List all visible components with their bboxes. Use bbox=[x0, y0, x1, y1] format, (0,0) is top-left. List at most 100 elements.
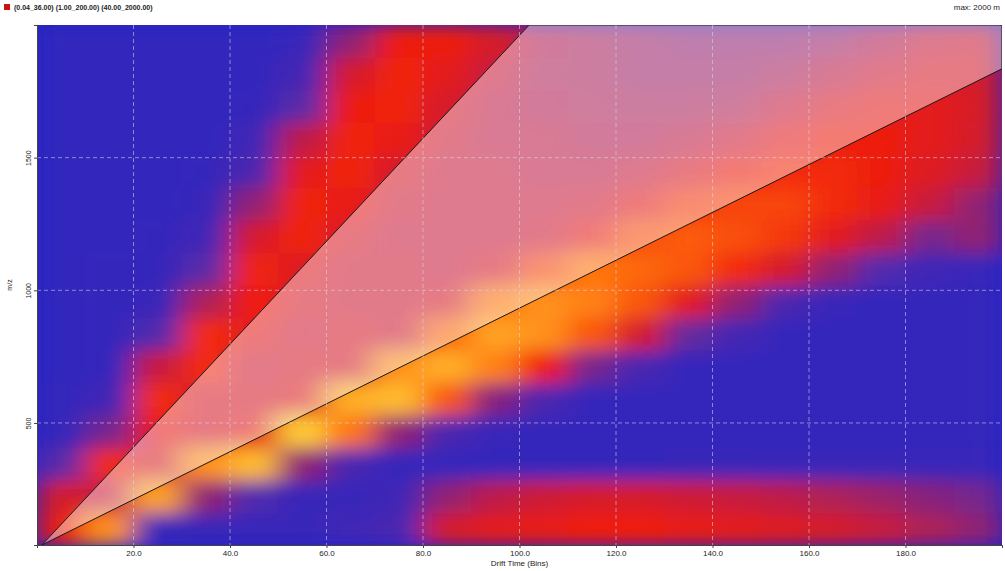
heatmap-cell bbox=[568, 448, 617, 481]
heatmap-cell bbox=[954, 480, 1002, 513]
heatmap-cell bbox=[857, 188, 906, 221]
heatmap-cell bbox=[809, 188, 858, 221]
heatmap-cell bbox=[423, 513, 472, 546]
grid-line-x bbox=[712, 25, 713, 545]
heatmap-cell bbox=[471, 513, 520, 546]
heatmap-cell bbox=[182, 123, 231, 156]
heatmap-cell bbox=[278, 123, 327, 156]
grid-line-x bbox=[905, 25, 906, 545]
grid-line-x bbox=[326, 25, 327, 545]
heatmap-cell bbox=[664, 318, 713, 351]
heatmap-cell bbox=[664, 415, 713, 448]
x-tick-label: 180.0 bbox=[896, 549, 917, 558]
x-tick-label: 60.0 bbox=[319, 549, 335, 558]
heatmap-cell bbox=[85, 350, 134, 383]
heatmap-cell bbox=[278, 90, 327, 123]
y-axis: 50010001500 bbox=[25, 26, 38, 546]
heatmap-cell bbox=[906, 415, 955, 448]
x-tick-mark bbox=[230, 545, 231, 548]
plot-background bbox=[37, 25, 1002, 545]
grid-line-y bbox=[37, 157, 1002, 158]
heatmap-cell bbox=[809, 448, 858, 481]
x-tick: 180.0 bbox=[896, 545, 917, 558]
heatmap-cell bbox=[954, 448, 1002, 481]
heatmap-cell bbox=[761, 383, 810, 416]
heatmap-cell bbox=[134, 58, 183, 91]
heatmap-cell bbox=[182, 25, 231, 58]
heatmap-cell bbox=[85, 383, 134, 416]
heatmap-cell bbox=[906, 350, 955, 383]
grid-line-x bbox=[809, 25, 810, 545]
x-tick: 20.0 bbox=[126, 545, 142, 558]
heatmap-cell bbox=[713, 350, 762, 383]
y-tick-mark bbox=[34, 158, 37, 159]
heatmap-cell bbox=[954, 513, 1002, 546]
heatmap-cell bbox=[857, 415, 906, 448]
heatmap-cell bbox=[520, 350, 569, 383]
heatmap-cell bbox=[134, 25, 183, 58]
heatmap-cell bbox=[954, 383, 1002, 416]
heatmap-cell bbox=[327, 513, 376, 546]
heatmap-cell bbox=[134, 318, 183, 351]
heatmap-cell bbox=[713, 220, 762, 253]
header-title: (0.04_36.00) (1.00_200.00) (40.00_2000.0… bbox=[14, 4, 153, 12]
heatmap-cell bbox=[278, 155, 327, 188]
heatmap-cell bbox=[857, 220, 906, 253]
heatmap-cell bbox=[857, 383, 906, 416]
heatmap-cell bbox=[278, 58, 327, 91]
heatmap-cell bbox=[954, 90, 1002, 123]
heatmap-cell bbox=[857, 350, 906, 383]
heatmap-cell bbox=[809, 383, 858, 416]
heatmap-cell bbox=[713, 415, 762, 448]
y-tick-mark bbox=[34, 423, 37, 424]
heatmap-cell bbox=[134, 155, 183, 188]
x-tick-label: 20.0 bbox=[126, 549, 142, 558]
heatmap-cell bbox=[906, 448, 955, 481]
x-tick-label: 40.0 bbox=[223, 549, 239, 558]
heatmap-cell bbox=[954, 188, 1002, 221]
grid-line-x bbox=[519, 25, 520, 545]
heatmap-cell bbox=[664, 513, 713, 546]
y-tick-mark bbox=[34, 290, 37, 291]
heatmap-cell bbox=[182, 155, 231, 188]
x-tick-label: 160.0 bbox=[799, 549, 820, 558]
grid-line-x bbox=[423, 25, 424, 545]
heatmap-cell bbox=[182, 513, 231, 546]
heatmap-cell bbox=[327, 415, 376, 448]
x-tick-label: 120.0 bbox=[606, 549, 627, 558]
heatmap-cells bbox=[37, 25, 1002, 545]
heatmap-cell bbox=[520, 318, 569, 351]
grid-line-y bbox=[37, 422, 1002, 423]
heatmap-cell bbox=[857, 318, 906, 351]
grid-line-y bbox=[37, 290, 1002, 291]
x-tick: 40.0 bbox=[223, 545, 239, 558]
heatmap-cell bbox=[857, 155, 906, 188]
heatmap-cell bbox=[906, 253, 955, 286]
heatmap-cell bbox=[664, 253, 713, 286]
heatmap-cell bbox=[568, 350, 617, 383]
x-tick: 60.0 bbox=[319, 545, 335, 558]
heatmap-cell bbox=[230, 448, 279, 481]
heatmap-cell bbox=[278, 513, 327, 546]
x-tick-label: 100.0 bbox=[510, 549, 531, 558]
heatmap-cell bbox=[327, 123, 376, 156]
heatmap-cell bbox=[375, 90, 424, 123]
heatmap-cell bbox=[809, 253, 858, 286]
heatmap-cell bbox=[375, 58, 424, 91]
grid bbox=[37, 25, 1002, 545]
heatmap-cell bbox=[761, 513, 810, 546]
heatmap-cell bbox=[954, 415, 1002, 448]
heatmap-cell bbox=[423, 383, 472, 416]
heatmap-cell bbox=[471, 415, 520, 448]
heatmap-cell bbox=[713, 513, 762, 546]
heatmap-cell bbox=[761, 253, 810, 286]
x-tick-mark bbox=[713, 545, 714, 548]
heatmap-cell bbox=[278, 188, 327, 221]
heatmap-cell bbox=[375, 415, 424, 448]
heatmap-cell bbox=[713, 383, 762, 416]
heatmap-cell bbox=[616, 415, 665, 448]
heatmap-cell bbox=[809, 220, 858, 253]
heatmap-cell bbox=[37, 318, 86, 351]
selection-region bbox=[42, 25, 1002, 545]
heatmap-cell bbox=[761, 350, 810, 383]
